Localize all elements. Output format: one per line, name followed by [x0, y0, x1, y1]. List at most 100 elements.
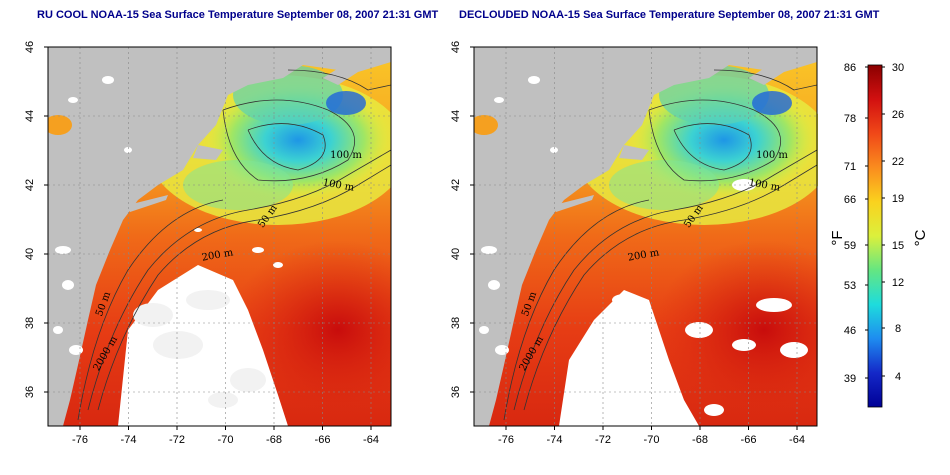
- coastal-gap: [102, 76, 114, 84]
- cloud-patch: [756, 298, 792, 312]
- contour-100m-gulf: [222, 99, 356, 182]
- cloud-patch: [230, 368, 266, 392]
- contour-200m: [513, 149, 818, 411]
- y-tick-label: 36: [450, 386, 462, 398]
- x-tick-label: -64: [363, 434, 379, 446]
- f-tick-label: 78: [844, 113, 856, 125]
- long-island: [128, 195, 168, 212]
- c-tick-label: 22: [892, 156, 904, 168]
- colorbar-scale: [867, 64, 883, 408]
- depth-contours: [503, 69, 818, 421]
- contour-100m-gulf: [648, 99, 782, 182]
- y-tick-label: 46: [450, 41, 462, 53]
- fahrenheit-unit: °F: [829, 230, 846, 245]
- right-panel-title: DECLOUDED NOAA-15 Sea Surface Temperatur…: [459, 9, 880, 21]
- c-tick-label: 30: [892, 62, 904, 74]
- x-tick-label: -66: [315, 434, 331, 446]
- f-tick-label: 46: [844, 325, 856, 337]
- y-tick-label: 44: [450, 110, 462, 122]
- x-tick-label: -66: [741, 434, 757, 446]
- c-tick-label: 8: [895, 323, 901, 335]
- cloud-patch: [612, 294, 636, 306]
- cloud-mask: [118, 228, 288, 426]
- y-tick-label: 46: [24, 41, 36, 53]
- coastal-gap: [550, 147, 558, 153]
- landmass: [48, 47, 391, 426]
- contour-north: [713, 69, 818, 91]
- cloud-patch: [186, 290, 230, 310]
- y-tick-label: 40: [24, 248, 36, 260]
- contour-inner: [247, 123, 326, 171]
- cape-cod: [193, 145, 223, 160]
- contour-north: [287, 69, 391, 91]
- warm-water-region: [654, 240, 818, 420]
- lat-lon-grid: [474, 47, 817, 426]
- landmass: [474, 47, 817, 426]
- inland-water: [474, 115, 498, 135]
- cloud-patch: [732, 339, 756, 351]
- y-tick-label: 36: [24, 386, 36, 398]
- cloud-speck: [194, 228, 202, 232]
- contour-2000m: [523, 164, 818, 411]
- y-tick-label: 40: [450, 248, 462, 260]
- contour-50m: [503, 199, 650, 421]
- x-tick-label: -72: [169, 434, 185, 446]
- cloud-patch: [780, 342, 808, 358]
- x-tick-label: -74: [121, 434, 137, 446]
- x-tick-label: -68: [266, 434, 282, 446]
- inland-water: [48, 115, 72, 135]
- x-tick-label: -72: [595, 434, 611, 446]
- map-frame: [47, 46, 392, 427]
- cloud-patch: [208, 392, 238, 408]
- f-tick-label: 59: [844, 240, 856, 252]
- coldest-spot: [326, 91, 366, 115]
- coastal-gap: [62, 280, 74, 290]
- celsius-unit: °C: [912, 229, 929, 246]
- nova-scotia: [749, 50, 817, 85]
- coastal-gap: [55, 246, 71, 254]
- long-island: [554, 195, 594, 212]
- c-tick-label: 4: [895, 371, 901, 383]
- cloud-speck: [273, 262, 283, 268]
- x-tick-label: -76: [498, 434, 514, 446]
- x-tick-label: -74: [547, 434, 563, 446]
- contour-50m: [77, 199, 224, 421]
- cloud-patch: [704, 404, 724, 416]
- f-tick-label: 71: [844, 161, 856, 173]
- depth-contours: [77, 69, 391, 421]
- cloud-patch: [685, 322, 713, 338]
- c-tick-label: 15: [892, 240, 904, 252]
- contour-2000m: [97, 164, 391, 411]
- coastal-gap: [124, 147, 132, 153]
- x-tick-label: -68: [692, 434, 708, 446]
- cloud-patch: [153, 331, 203, 359]
- x-tick-label: -64: [789, 434, 805, 446]
- y-tick-label: 38: [450, 317, 462, 329]
- c-tick-label: 26: [892, 109, 904, 121]
- x-tick-label: -76: [72, 434, 88, 446]
- coastal-gap: [481, 246, 497, 254]
- contour-label: 100 m: [756, 150, 788, 161]
- map-frame: [473, 46, 818, 427]
- left-panel-title: RU COOL NOAA-15 Sea Surface Temperature …: [37, 9, 439, 21]
- f-tick-label: 39: [844, 373, 856, 385]
- y-tick-label: 44: [24, 110, 36, 122]
- f-tick-label: 86: [844, 62, 856, 74]
- cape-cod: [619, 145, 649, 160]
- f-tick-label: 66: [844, 194, 856, 206]
- f-tick-label: 53: [844, 280, 856, 292]
- temperature-colorbar: 86 78 71 66 59 53 46 39 30 26 22 19 15 12 8 4 °F °C: [829, 62, 929, 408]
- coastal-gap: [69, 345, 83, 355]
- x-tick-label: -70: [644, 434, 660, 446]
- c-tick-label: 19: [892, 193, 904, 205]
- y-tick-label: 38: [24, 317, 36, 329]
- coastal-gap: [495, 345, 509, 355]
- lat-lon-grid: [48, 47, 391, 426]
- nova-scotia: [323, 50, 391, 85]
- coastal-gap: [68, 97, 78, 103]
- y-tick-label: 42: [450, 179, 462, 191]
- cloud-speck: [252, 247, 264, 253]
